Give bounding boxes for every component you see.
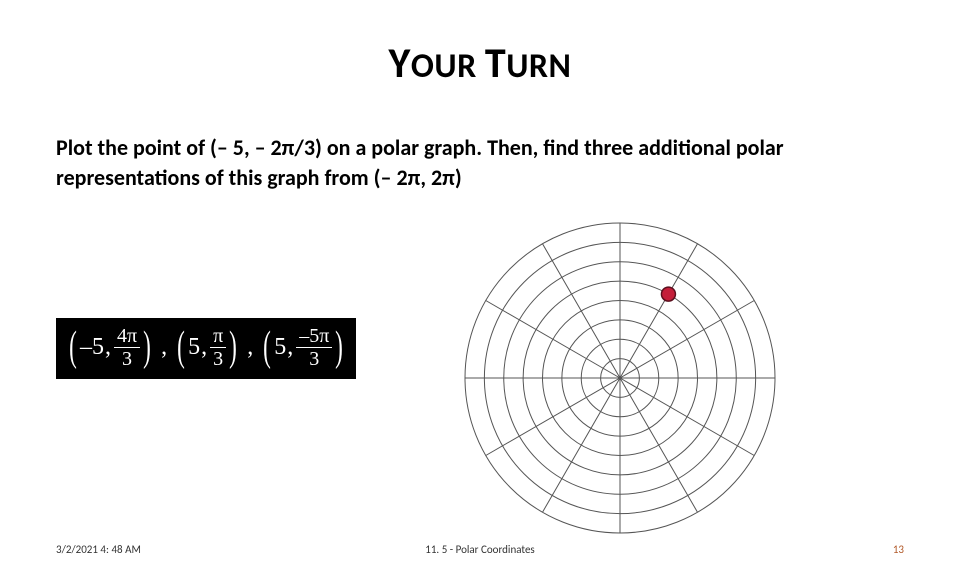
footer-page-number: 13: [893, 543, 904, 556]
answer-frac: 4π 3: [114, 326, 140, 369]
rparen-icon: ): [335, 335, 343, 360]
footer-timestamp: 3/2/2021 4: 48 AM: [56, 543, 141, 556]
answer-r: –5: [80, 334, 104, 361]
answer-r: 5: [274, 334, 286, 361]
slide-footer: 3/2/2021 4: 48 AM 11. 5 - Polar Coordina…: [56, 543, 904, 556]
prompt-text: Plot the point of (– 5, – 2π/3) on a pol…: [56, 133, 904, 192]
footer-title: 11. 5 - Polar Coordinates: [425, 543, 534, 556]
answer-frac: π 3: [210, 326, 226, 369]
slide-title: YOUR TURN: [0, 38, 960, 89]
answer-frac: –5π 3: [296, 326, 332, 369]
answer-box: ( –5, 4π 3 ) , ( 5, π 3 ) , ( 5, –5π 3 ): [56, 318, 356, 379]
title-T: T: [485, 38, 506, 89]
title-our: OUR: [411, 46, 477, 87]
rparen-icon: ): [229, 335, 237, 360]
plotted-point: [661, 287, 675, 301]
polar-svg: [430, 213, 810, 543]
answer-pair-3: ( 5, –5π 3 ): [260, 326, 346, 369]
answer-r: 5: [188, 334, 200, 361]
answer-pair-1: ( –5, 4π 3 ): [66, 326, 154, 369]
lparen-icon: (: [177, 335, 185, 360]
lparen-icon: (: [69, 335, 77, 360]
answer-pair-2: ( 5, π 3 ): [174, 326, 240, 369]
title-sp: [477, 46, 485, 87]
lparen-icon: (: [263, 335, 271, 360]
title-urn: URN: [506, 46, 571, 87]
polar-graph: [430, 213, 810, 543]
title-Y: Y: [389, 38, 411, 89]
rparen-icon: ): [143, 335, 151, 360]
